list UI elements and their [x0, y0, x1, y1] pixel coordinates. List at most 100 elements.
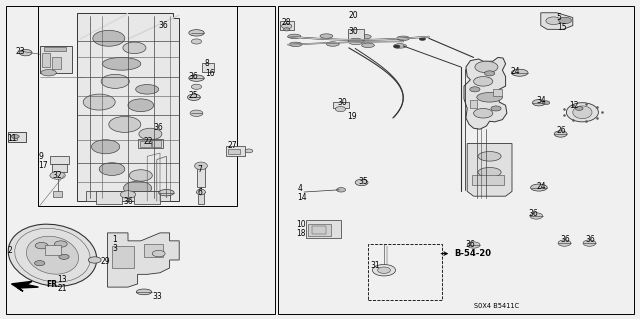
- Ellipse shape: [394, 44, 406, 48]
- Ellipse shape: [50, 172, 65, 179]
- Text: 36: 36: [189, 72, 198, 81]
- Ellipse shape: [583, 240, 596, 246]
- Ellipse shape: [372, 264, 396, 276]
- Text: 28: 28: [282, 19, 291, 27]
- Bar: [140, 141, 151, 147]
- Text: B-54-20: B-54-20: [454, 249, 492, 258]
- Ellipse shape: [575, 107, 583, 110]
- Ellipse shape: [123, 42, 146, 54]
- Ellipse shape: [531, 184, 547, 191]
- Ellipse shape: [573, 106, 592, 119]
- Text: 36: 36: [560, 235, 570, 244]
- Text: S0X4 B5411C: S0X4 B5411C: [474, 303, 519, 309]
- Ellipse shape: [358, 34, 371, 39]
- Ellipse shape: [282, 24, 292, 29]
- Ellipse shape: [191, 39, 202, 44]
- Ellipse shape: [554, 131, 567, 137]
- Ellipse shape: [26, 236, 79, 274]
- Bar: [197, 167, 205, 187]
- Ellipse shape: [467, 242, 480, 248]
- Ellipse shape: [477, 93, 502, 102]
- Polygon shape: [464, 57, 507, 129]
- Polygon shape: [77, 13, 179, 201]
- Text: 36: 36: [465, 241, 475, 249]
- Ellipse shape: [196, 189, 205, 195]
- Text: 27: 27: [227, 141, 237, 150]
- Text: 36: 36: [159, 21, 168, 30]
- Text: FR.: FR.: [46, 280, 60, 289]
- Text: 9: 9: [38, 152, 44, 161]
- Ellipse shape: [83, 94, 115, 110]
- Text: 2: 2: [8, 246, 12, 255]
- Ellipse shape: [120, 191, 136, 198]
- Text: 32: 32: [52, 171, 62, 180]
- Ellipse shape: [470, 87, 480, 92]
- Ellipse shape: [491, 106, 501, 111]
- Polygon shape: [541, 13, 573, 29]
- Text: 25: 25: [189, 91, 198, 100]
- Text: 21: 21: [58, 284, 67, 293]
- Ellipse shape: [101, 74, 129, 88]
- Bar: [308, 224, 331, 236]
- Ellipse shape: [397, 36, 410, 41]
- Ellipse shape: [35, 242, 48, 249]
- Ellipse shape: [355, 179, 368, 186]
- Ellipse shape: [152, 250, 165, 257]
- Text: 36: 36: [124, 197, 133, 206]
- Ellipse shape: [54, 241, 67, 247]
- Ellipse shape: [288, 34, 301, 39]
- Ellipse shape: [284, 28, 290, 31]
- Ellipse shape: [245, 149, 253, 153]
- Text: 29: 29: [100, 257, 110, 266]
- Bar: [226, 146, 245, 156]
- Bar: [50, 156, 69, 164]
- Ellipse shape: [484, 71, 495, 76]
- Text: 23: 23: [16, 47, 26, 56]
- Text: 31: 31: [370, 261, 380, 270]
- Text: 14: 14: [298, 193, 307, 202]
- Bar: [6, 6, 275, 314]
- Ellipse shape: [159, 189, 174, 196]
- Text: 4: 4: [298, 184, 303, 193]
- Ellipse shape: [99, 163, 125, 175]
- Ellipse shape: [419, 37, 426, 41]
- Text: 7: 7: [197, 165, 202, 174]
- Polygon shape: [80, 13, 128, 40]
- Bar: [198, 190, 204, 204]
- Ellipse shape: [532, 100, 545, 106]
- Ellipse shape: [326, 42, 339, 46]
- Polygon shape: [467, 144, 512, 196]
- Ellipse shape: [362, 43, 374, 48]
- Ellipse shape: [35, 261, 45, 266]
- Ellipse shape: [474, 108, 493, 118]
- Bar: [470, 100, 477, 108]
- Text: 36: 36: [529, 209, 538, 218]
- Bar: [152, 140, 161, 147]
- Bar: [134, 191, 160, 204]
- Bar: [42, 53, 50, 67]
- Bar: [112, 246, 134, 268]
- Bar: [38, 6, 237, 206]
- Text: 3: 3: [112, 244, 117, 253]
- Bar: [472, 175, 504, 185]
- Bar: [96, 191, 122, 204]
- Ellipse shape: [478, 152, 501, 161]
- Text: 30: 30: [337, 98, 347, 107]
- Ellipse shape: [19, 49, 32, 56]
- Polygon shape: [12, 281, 38, 291]
- Wedge shape: [196, 191, 206, 194]
- Ellipse shape: [530, 213, 543, 219]
- Bar: [53, 191, 62, 197]
- Bar: [52, 164, 67, 172]
- Ellipse shape: [337, 188, 346, 192]
- Ellipse shape: [320, 34, 333, 38]
- Bar: [8, 132, 26, 142]
- Ellipse shape: [546, 17, 561, 25]
- Bar: [368, 244, 442, 300]
- Ellipse shape: [189, 30, 204, 36]
- Ellipse shape: [136, 289, 152, 295]
- Text: 18: 18: [296, 229, 306, 238]
- Text: 33: 33: [152, 292, 162, 301]
- Ellipse shape: [129, 170, 152, 181]
- Bar: [86, 191, 170, 201]
